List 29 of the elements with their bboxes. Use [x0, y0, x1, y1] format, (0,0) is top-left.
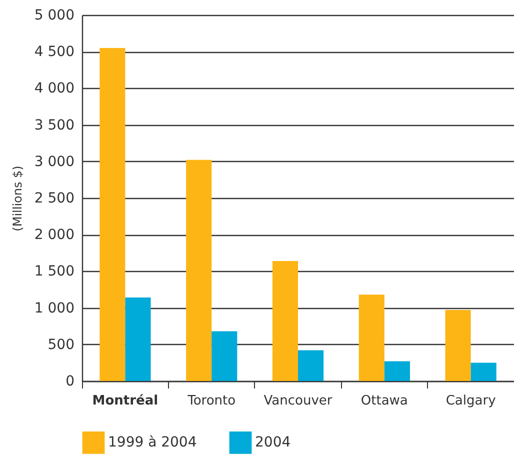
y-axis-title: (Millions $)	[10, 166, 24, 232]
bar	[125, 298, 151, 381]
bar	[298, 350, 324, 381]
y-tick-label: 3 000	[34, 154, 74, 170]
bar	[358, 294, 384, 381]
y-tick-label: 4 000	[34, 80, 74, 97]
bar	[272, 260, 298, 381]
x-tick-label: Vancouver	[264, 394, 333, 408]
x-tick-label: Ottawa	[360, 394, 408, 408]
y-tick-label: 0	[66, 374, 74, 390]
bar	[100, 48, 126, 381]
y-tick-label: 4 500	[34, 44, 74, 60]
bar	[212, 331, 238, 381]
y-tick-label: 1 000	[34, 300, 74, 316]
bar	[445, 310, 471, 381]
y-tick-label: 500	[48, 336, 74, 353]
bar	[384, 361, 410, 381]
y-tick-label: 2 500	[34, 190, 74, 206]
legend-label: 1999 à 2004	[108, 434, 197, 451]
y-tick-label: 1 500	[34, 264, 74, 280]
x-tick-label: Calgary	[446, 394, 496, 408]
legend-label: 2004	[255, 434, 291, 451]
y-tick-label: 3 500	[34, 117, 74, 134]
x-tick-label: Montréal	[92, 394, 158, 408]
y-tick-label: 5 000	[34, 8, 74, 24]
y-tick-label: 2 000	[34, 227, 74, 244]
bar	[186, 160, 212, 381]
x-tick-label: Toronto	[186, 394, 236, 408]
bar	[470, 362, 496, 381]
